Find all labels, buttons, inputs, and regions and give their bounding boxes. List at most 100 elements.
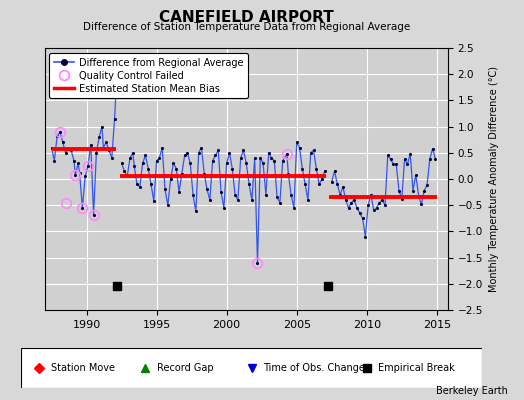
- Point: [155, 155, 163, 161]
- Point: [220, 205, 228, 211]
- Point: [259, 160, 267, 166]
- Point: [70, 158, 78, 164]
- Point: [194, 150, 203, 156]
- Point: [309, 147, 318, 153]
- Point: [381, 202, 389, 208]
- Point: [234, 197, 242, 203]
- Point: [74, 160, 82, 166]
- Point: [425, 156, 434, 162]
- Point: [95, 134, 103, 140]
- Point: [256, 155, 265, 161]
- Point: [50, 158, 59, 164]
- Point: [117, 160, 126, 166]
- Point: [236, 155, 245, 161]
- Point: [384, 152, 392, 159]
- Point: [183, 150, 192, 156]
- Point: [265, 150, 273, 156]
- Point: [211, 152, 220, 159]
- Point: [350, 197, 358, 203]
- Point: [344, 205, 353, 211]
- Point: [389, 161, 398, 168]
- Point: [431, 156, 440, 162]
- Point: [253, 260, 261, 266]
- Point: [105, 147, 113, 153]
- Text: Time of Obs. Change: Time of Obs. Change: [263, 363, 365, 373]
- Text: Record Gap: Record Gap: [157, 363, 214, 373]
- Point: [347, 199, 356, 206]
- Point: [178, 170, 186, 177]
- Point: [126, 155, 134, 161]
- Point: [61, 150, 70, 156]
- Legend: Difference from Regional Average, Quality Control Failed, Estimated Station Mean: Difference from Regional Average, Qualit…: [49, 53, 248, 98]
- Point: [186, 160, 194, 166]
- Point: [284, 170, 292, 177]
- Point: [373, 205, 381, 211]
- Point: [296, 144, 304, 151]
- Point: [312, 165, 321, 172]
- Point: [333, 181, 342, 188]
- Point: [400, 156, 409, 162]
- Point: [414, 192, 423, 199]
- Point: [339, 184, 347, 190]
- Point: [392, 161, 400, 168]
- Point: [64, 146, 72, 152]
- Point: [248, 197, 256, 203]
- Point: [217, 189, 225, 195]
- Point: [209, 158, 217, 164]
- Point: [99, 144, 107, 151]
- Point: [301, 181, 309, 188]
- Point: [107, 155, 116, 161]
- Text: Berkeley Earth: Berkeley Earth: [436, 386, 508, 396]
- Point: [86, 142, 95, 148]
- Point: [250, 155, 259, 161]
- Point: [228, 165, 236, 172]
- Point: [163, 202, 172, 208]
- Point: [395, 187, 403, 194]
- Point: [169, 160, 178, 166]
- Point: [321, 168, 329, 174]
- Point: [200, 170, 209, 177]
- Point: [292, 139, 301, 146]
- Text: CANEFIELD AIRPORT: CANEFIELD AIRPORT: [159, 10, 334, 25]
- Point: [364, 202, 373, 208]
- Point: [420, 187, 429, 194]
- Point: [279, 158, 287, 164]
- Point: [141, 152, 150, 159]
- Point: [192, 208, 200, 215]
- Point: [120, 168, 128, 174]
- Point: [92, 150, 101, 156]
- Point: [270, 158, 278, 164]
- Point: [175, 189, 183, 195]
- Point: [144, 165, 152, 172]
- Point: [138, 160, 147, 166]
- Point: [369, 207, 378, 214]
- Point: [123, 173, 132, 180]
- Point: [283, 151, 291, 157]
- Point: [328, 178, 336, 185]
- Point: [180, 152, 189, 159]
- Point: [378, 197, 386, 203]
- Point: [273, 194, 281, 200]
- Text: Difference of Station Temperature Data from Regional Average: Difference of Station Temperature Data f…: [83, 22, 410, 32]
- Point: [161, 186, 169, 193]
- Point: [242, 160, 250, 166]
- Point: [245, 181, 253, 188]
- Point: [203, 186, 211, 193]
- Point: [361, 234, 369, 240]
- Point: [130, 163, 138, 169]
- Point: [84, 163, 92, 169]
- Point: [67, 147, 75, 153]
- Point: [133, 181, 141, 188]
- Point: [214, 147, 223, 153]
- Point: [113, 60, 122, 67]
- Point: [128, 150, 137, 156]
- Point: [225, 150, 234, 156]
- Point: [423, 182, 431, 188]
- Point: [429, 146, 437, 152]
- Point: [71, 172, 80, 178]
- Point: [47, 144, 56, 151]
- Point: [81, 173, 90, 180]
- Point: [261, 192, 270, 198]
- Point: [276, 199, 284, 206]
- Point: [158, 144, 167, 151]
